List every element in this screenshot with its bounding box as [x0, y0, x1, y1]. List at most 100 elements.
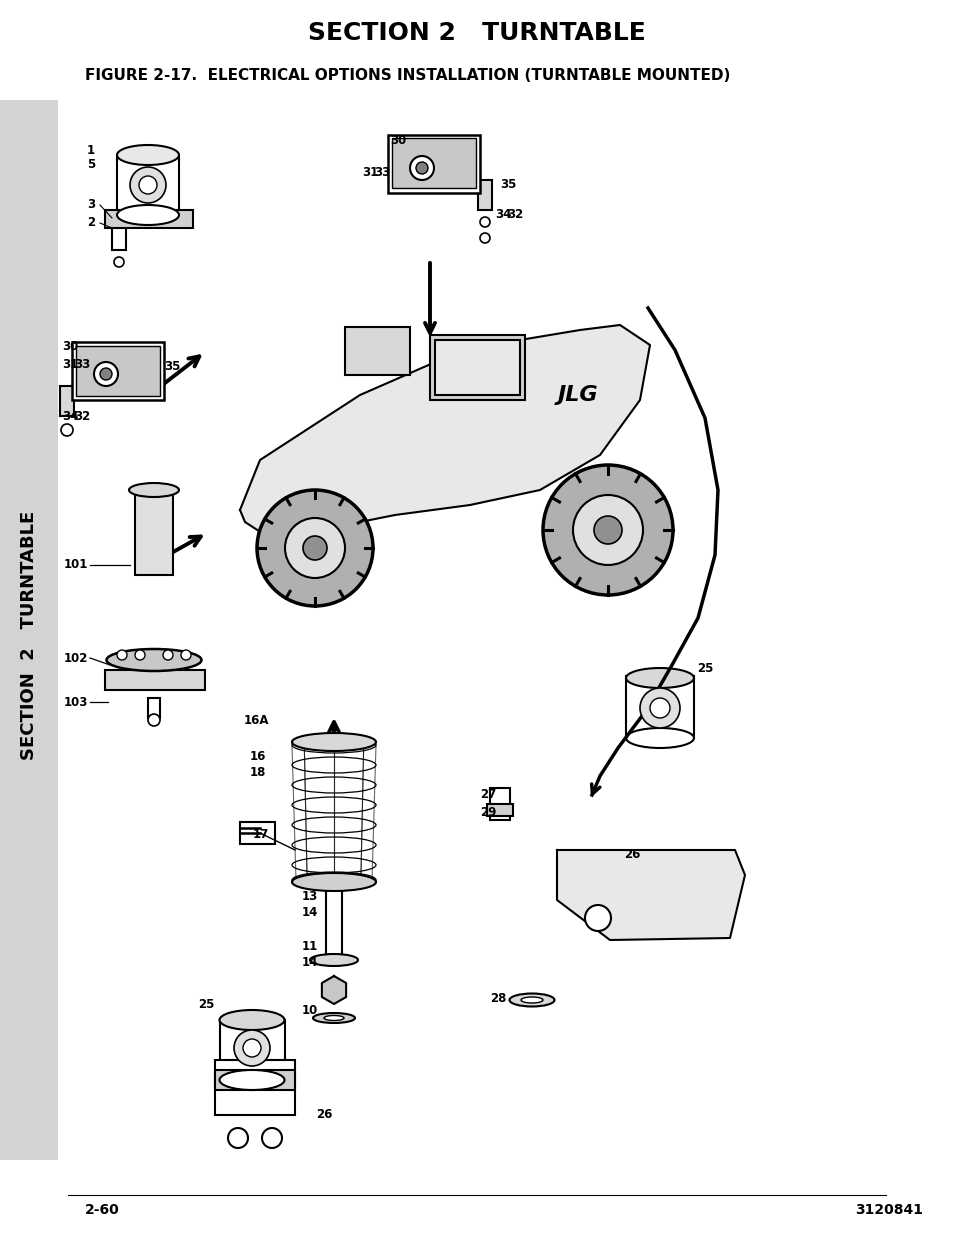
Ellipse shape: [117, 144, 179, 165]
Circle shape: [100, 368, 112, 380]
Text: 1: 1: [87, 143, 95, 157]
Text: 29: 29: [479, 806, 496, 820]
Bar: [240, 823, 274, 844]
Text: 101: 101: [64, 558, 88, 572]
Text: 10: 10: [302, 1004, 318, 1016]
Ellipse shape: [107, 650, 201, 671]
Bar: [477, 180, 492, 210]
Text: 33: 33: [74, 358, 91, 372]
Text: 32: 32: [74, 410, 91, 424]
Bar: [392, 138, 476, 188]
Bar: [112, 225, 126, 249]
Bar: [214, 1070, 294, 1091]
Circle shape: [479, 233, 490, 243]
Polygon shape: [240, 325, 649, 535]
Bar: [105, 671, 205, 690]
Circle shape: [285, 517, 345, 578]
Circle shape: [148, 714, 160, 726]
Text: 103: 103: [64, 695, 88, 709]
Text: 34: 34: [495, 209, 511, 221]
Text: SECTION  2   TURNTABLE: SECTION 2 TURNTABLE: [20, 510, 38, 760]
Bar: [135, 490, 172, 576]
Text: 5: 5: [87, 158, 95, 170]
Circle shape: [410, 156, 434, 180]
Circle shape: [542, 466, 672, 595]
Text: 3120841: 3120841: [854, 1203, 923, 1216]
Bar: [0, 100, 58, 1160]
Text: 13: 13: [302, 889, 318, 903]
Ellipse shape: [625, 668, 693, 688]
Text: JLG: JLG: [558, 385, 598, 405]
Bar: [60, 387, 74, 416]
Polygon shape: [321, 976, 346, 1004]
Bar: [117, 156, 179, 215]
Text: 30: 30: [62, 341, 78, 353]
Circle shape: [117, 650, 127, 659]
Text: 18: 18: [250, 766, 266, 778]
Bar: [105, 210, 193, 228]
Bar: [71, 342, 164, 400]
Circle shape: [262, 1128, 282, 1149]
Ellipse shape: [129, 483, 179, 496]
Circle shape: [228, 1128, 248, 1149]
Circle shape: [61, 424, 73, 436]
Circle shape: [181, 650, 191, 659]
Bar: [326, 882, 341, 960]
Ellipse shape: [219, 1070, 284, 1091]
Text: 26: 26: [623, 848, 639, 862]
Circle shape: [256, 490, 373, 606]
Circle shape: [639, 688, 679, 727]
Text: 14: 14: [302, 905, 318, 919]
Ellipse shape: [292, 873, 375, 890]
Text: 2-60: 2-60: [85, 1203, 120, 1216]
Text: 11: 11: [302, 940, 318, 952]
Text: 28: 28: [490, 992, 506, 1004]
Bar: [486, 804, 513, 816]
Text: 31: 31: [62, 358, 78, 372]
Text: FIGURE 2-17.  ELECTRICAL OPTIONS INSTALLATION (TURNTABLE MOUNTED): FIGURE 2-17. ELECTRICAL OPTIONS INSTALLA…: [85, 68, 730, 83]
Bar: [435, 340, 519, 395]
Circle shape: [233, 1030, 270, 1066]
Bar: [388, 135, 479, 193]
Bar: [625, 676, 693, 739]
Bar: [148, 698, 160, 718]
Text: 3: 3: [87, 199, 95, 211]
Text: 30: 30: [390, 133, 406, 147]
Circle shape: [130, 167, 166, 203]
Ellipse shape: [117, 205, 179, 225]
Text: 25: 25: [697, 662, 713, 674]
Ellipse shape: [520, 997, 542, 1003]
Text: 35: 35: [164, 359, 180, 373]
Text: 2: 2: [87, 216, 95, 230]
Ellipse shape: [310, 953, 357, 966]
Text: 25: 25: [198, 999, 214, 1011]
Circle shape: [416, 162, 428, 174]
Circle shape: [139, 177, 157, 194]
Text: 26: 26: [315, 1109, 332, 1121]
Circle shape: [113, 257, 124, 267]
Ellipse shape: [509, 993, 554, 1007]
Ellipse shape: [313, 1013, 355, 1023]
Text: 27: 27: [479, 788, 496, 802]
Circle shape: [243, 1039, 261, 1057]
Circle shape: [303, 536, 327, 559]
Bar: [214, 1060, 294, 1115]
Circle shape: [94, 362, 118, 387]
Text: 102: 102: [64, 652, 88, 664]
Text: 17: 17: [253, 829, 269, 841]
Bar: [76, 346, 160, 396]
Bar: [490, 788, 510, 820]
Ellipse shape: [324, 1015, 344, 1020]
Ellipse shape: [292, 734, 375, 751]
Text: 16: 16: [250, 750, 266, 762]
Text: 31: 31: [361, 165, 377, 179]
Text: 32: 32: [506, 209, 522, 221]
Text: 33: 33: [374, 165, 390, 179]
Circle shape: [584, 905, 610, 931]
Bar: [345, 327, 410, 375]
Circle shape: [594, 516, 621, 543]
Text: 35: 35: [499, 179, 516, 191]
Bar: [430, 335, 524, 400]
Text: 14: 14: [302, 956, 318, 968]
Circle shape: [573, 495, 642, 564]
